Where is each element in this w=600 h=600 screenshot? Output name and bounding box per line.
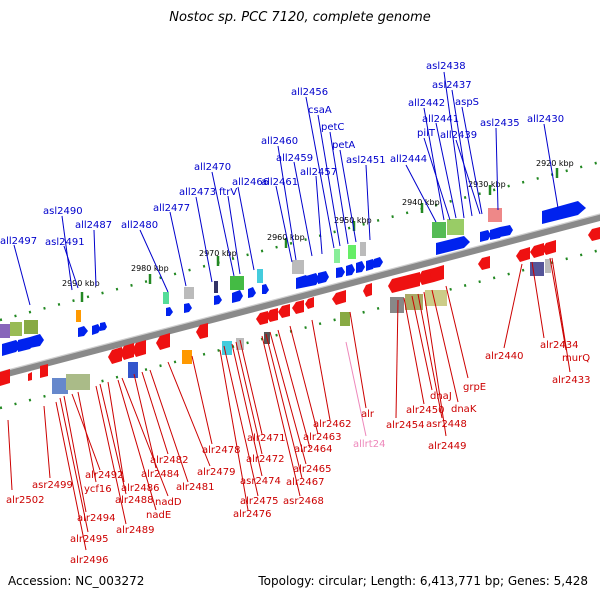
gene-label[interactable]: alr2478 (202, 445, 240, 456)
rna-leader-line (345, 341, 367, 437)
gene-label[interactable]: alr2464 (294, 444, 332, 455)
ruler-tick-label: 2990 kbp (62, 279, 100, 288)
gene-label[interactable]: all2441 (422, 114, 459, 125)
gene-label[interactable]: asl2490 (43, 206, 83, 217)
gene-label[interactable]: alr2454 (386, 420, 424, 431)
gene-label[interactable]: dnaK (451, 404, 477, 415)
gene-label[interactable]: alr2449 (428, 441, 466, 452)
gene-label[interactable]: alr2472 (246, 454, 284, 465)
rna-gene-label[interactable]: allrt24 (353, 439, 385, 450)
reverse-gene-arrows (0, 227, 600, 386)
gene-label[interactable]: all2466 (232, 177, 269, 188)
ruler-tick-label: 2960 kbp (267, 233, 305, 242)
gene-label[interactable]: alr2465 (293, 464, 331, 475)
gene-label[interactable]: alr2440 (485, 351, 523, 362)
gene-label[interactable]: asl2437 (432, 80, 472, 91)
ruler-tick-label: 2970 kbp (199, 249, 237, 258)
gene-label[interactable]: alr2492 (85, 470, 123, 481)
gene-label[interactable]: all2456 (291, 87, 328, 98)
gene-label[interactable]: asl2491 (45, 237, 85, 248)
gene-label[interactable]: all2473 (179, 187, 216, 198)
reverse-leader-lines (7, 257, 571, 551)
gene-label[interactable]: all2457 (300, 167, 337, 178)
gene-label[interactable]: petC (321, 122, 344, 133)
forward-leader-lines (13, 71, 559, 306)
ruler-tick-label: 2950 kbp (334, 216, 372, 225)
gene-label[interactable]: murQ (562, 353, 590, 364)
gene-label[interactable]: asr2448 (426, 419, 467, 430)
gene-label[interactable]: alr2482 (150, 455, 188, 466)
gene-label[interactable]: all2461 (261, 177, 298, 188)
gene-label[interactable]: all2444 (390, 154, 427, 165)
gene-label[interactable]: all2477 (153, 203, 190, 214)
gene-label[interactable]: alr2495 (70, 534, 108, 545)
gene-label[interactable]: alr2496 (70, 555, 108, 566)
gene-label[interactable]: alr (361, 409, 375, 420)
gene-label[interactable]: nadE (146, 510, 171, 521)
gene-label[interactable]: aspS (455, 97, 479, 108)
gene-label[interactable]: asr2499 (32, 480, 73, 491)
forward-gene-labels: all2497 asl2490 asl2491 all2487 all2480 … (0, 61, 564, 248)
gene-label[interactable]: asr2468 (283, 496, 324, 507)
gene-label[interactable]: all2470 (194, 162, 231, 173)
ruler-tick-label: 2920 kbp (536, 159, 574, 168)
gene-label[interactable]: alr2463 (303, 432, 341, 443)
gene-label[interactable]: all2439 (440, 130, 477, 141)
gene-label[interactable]: asl2451 (346, 155, 386, 166)
gene-label[interactable]: ycf16 (84, 484, 112, 495)
gene-label[interactable]: alr2489 (116, 525, 154, 536)
gene-label[interactable]: asl2435 (480, 118, 520, 129)
gene-label[interactable]: alr2484 (141, 469, 179, 480)
gene-label[interactable]: nadD (155, 497, 182, 508)
ruler-tick-label: 2940 kbp (402, 198, 440, 207)
gene-label[interactable]: all2497 (0, 236, 37, 247)
gene-label[interactable]: alr2475 (240, 496, 278, 507)
gene-label[interactable]: alr2450 (406, 405, 444, 416)
gene-label[interactable]: dnaJ (430, 391, 452, 402)
gene-label[interactable]: all2430 (527, 114, 564, 125)
gene-label[interactable]: all2459 (276, 153, 313, 164)
gene-label[interactable]: csaA (308, 105, 332, 116)
feature-blocks (0, 208, 551, 394)
gene-label[interactable]: alr2488 (115, 495, 153, 506)
gene-label[interactable]: alr2502 (6, 495, 44, 506)
gene-label[interactable]: alr2476 (233, 509, 271, 520)
ruler-tick-label: 2980 kbp (131, 264, 169, 273)
gene-label[interactable]: alr2486 (121, 483, 159, 494)
gene-label[interactable]: ftrV (219, 187, 237, 198)
gene-label[interactable]: asr2474 (240, 476, 281, 487)
gene-label[interactable]: alr2462 (313, 419, 351, 430)
ruler-ticks: 2990 kbp 2980 kbp 2970 kbp 2960 kbp 2950… (62, 159, 574, 302)
gene-label[interactable]: alr2471 (247, 433, 285, 444)
forward-gene-arrows (2, 201, 586, 356)
gene-label[interactable]: petA (332, 140, 355, 151)
gene-label[interactable]: all2480 (121, 220, 158, 231)
gene-label[interactable]: alr2479 (197, 467, 235, 478)
gene-label[interactable]: grpE (463, 382, 486, 393)
gene-label[interactable]: alr2434 (540, 340, 578, 351)
gene-label[interactable]: asl2438 (426, 61, 466, 72)
gene-label[interactable]: pilT (417, 128, 436, 139)
gene-label[interactable]: alr2467 (286, 477, 324, 488)
gene-label[interactable]: all2460 (261, 136, 298, 147)
reverse-gene-labels: alr2502 asr2499 alr2496 alr2495 alr2494 … (6, 340, 590, 566)
genome-backbone (0, 214, 600, 379)
accession-label: Accession: NC_003272 (8, 574, 145, 588)
gene-label[interactable]: alr2433 (552, 375, 590, 386)
genome-title: Nostoc sp. PCC 7120, complete genome (169, 10, 431, 25)
gene-label[interactable]: alr2494 (77, 513, 115, 524)
gene-label[interactable]: alr2481 (176, 482, 214, 493)
gene-label[interactable]: all2487 (75, 220, 112, 231)
genome-summary: Topology: circular; Length: 6,413,771 bp… (258, 574, 588, 588)
ruler-tick-label: 2930 kbp (468, 180, 506, 189)
gene-label[interactable]: all2442 (408, 98, 445, 109)
